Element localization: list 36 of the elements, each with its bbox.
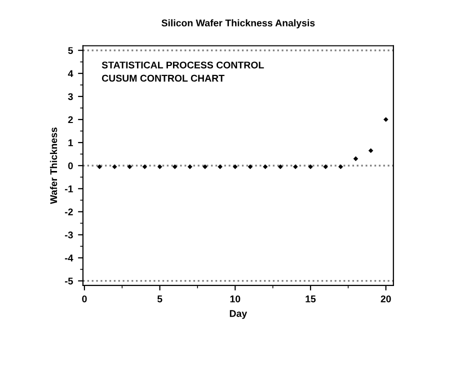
- annotation: STATISTICAL PROCESS CONTROL: [102, 62, 264, 68]
- point: [323, 164, 328, 170]
- chart-title: Silicon Wafer Thickness Analysis: [162, 19, 315, 28]
- x-tick-label: 0: [82, 295, 87, 302]
- point: [188, 164, 192, 170]
- point: [112, 164, 118, 170]
- point: [97, 164, 102, 170]
- point: [218, 164, 223, 170]
- y-tick-label: 1: [68, 139, 73, 146]
- y-tick-label: 3: [68, 93, 73, 100]
- x-axis-title: Day: [230, 310, 248, 319]
- annotation: CUSUM CONTROL CHART: [102, 74, 224, 82]
- point: [308, 164, 313, 170]
- y-tick-label: 4: [68, 70, 74, 77]
- point: [368, 148, 374, 154]
- point: [232, 164, 238, 170]
- x-tick-label: 10: [230, 295, 240, 302]
- y-tick-label: -1: [64, 186, 73, 192]
- x-tick-label: 5: [157, 296, 162, 302]
- point: [383, 117, 388, 122]
- y-axis-title: Wafer Thickness: [50, 128, 58, 204]
- y-tick-label: 5: [68, 47, 73, 54]
- x-tick-label: 15: [306, 296, 316, 302]
- point: [338, 164, 344, 170]
- point: [127, 164, 132, 170]
- y-tick-label: -2: [64, 208, 73, 216]
- point: [293, 164, 298, 170]
- y-tick-label: 2: [68, 116, 73, 124]
- point: [202, 164, 208, 170]
- y-tick-label: -5: [64, 278, 73, 284]
- point: [278, 164, 283, 170]
- y-tick-label: -3: [64, 232, 73, 238]
- y-tick-label: -4: [64, 254, 74, 262]
- x-tick-label: 20: [380, 295, 391, 302]
- point: [172, 164, 178, 170]
- y-tick-label: 0: [68, 162, 73, 170]
